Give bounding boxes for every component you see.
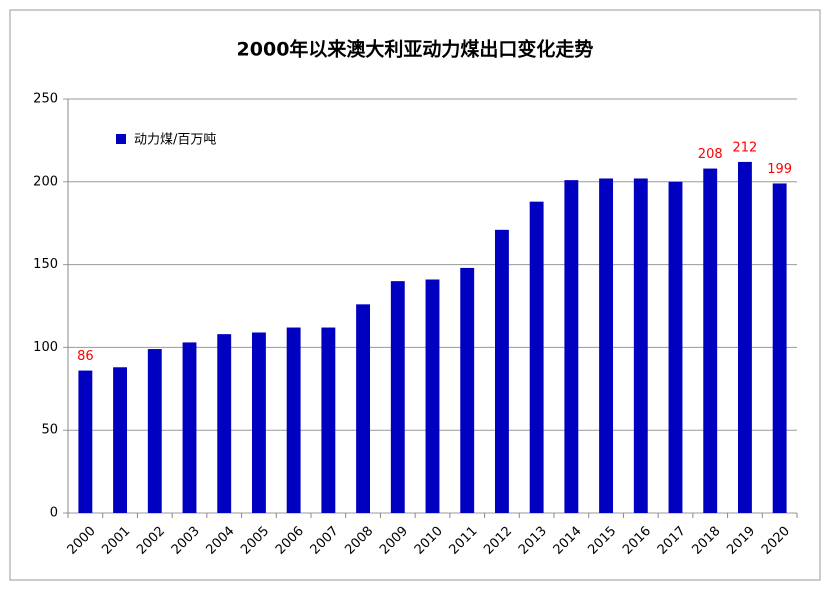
bar bbox=[356, 304, 371, 513]
bar bbox=[147, 349, 162, 513]
bar bbox=[182, 342, 197, 513]
frame bbox=[9, 9, 821, 581]
bar bbox=[529, 201, 544, 513]
bar bbox=[251, 332, 266, 513]
bar bbox=[633, 178, 648, 513]
bar bbox=[321, 327, 336, 513]
value-label: 86 bbox=[77, 349, 94, 364]
y-tick-label: 0 bbox=[50, 506, 58, 521]
bar bbox=[599, 178, 614, 513]
bar bbox=[703, 168, 718, 513]
y-tick-label: 250 bbox=[33, 92, 58, 107]
bar bbox=[217, 334, 232, 513]
bar bbox=[425, 279, 440, 513]
legend-swatch bbox=[116, 134, 126, 144]
legend-label: 动力煤/百万吨 bbox=[134, 133, 216, 148]
bar bbox=[494, 229, 509, 513]
y-tick-label: 100 bbox=[33, 340, 58, 355]
value-label: 208 bbox=[698, 147, 723, 162]
chart-title: 2000年以来澳大利亚动力煤出口变化走势 bbox=[237, 38, 594, 61]
bar bbox=[390, 281, 405, 513]
bar bbox=[113, 367, 128, 513]
bar bbox=[286, 327, 301, 513]
bar bbox=[737, 161, 752, 514]
bar bbox=[460, 267, 475, 513]
bar bbox=[564, 180, 579, 514]
value-label: 212 bbox=[733, 140, 758, 155]
y-tick-label: 50 bbox=[41, 423, 58, 438]
value-label: 199 bbox=[767, 162, 792, 177]
bar bbox=[668, 181, 683, 514]
bar bbox=[78, 370, 93, 513]
y-tick-label: 150 bbox=[33, 257, 58, 272]
y-tick-label: 200 bbox=[33, 174, 58, 189]
bar bbox=[772, 183, 787, 513]
